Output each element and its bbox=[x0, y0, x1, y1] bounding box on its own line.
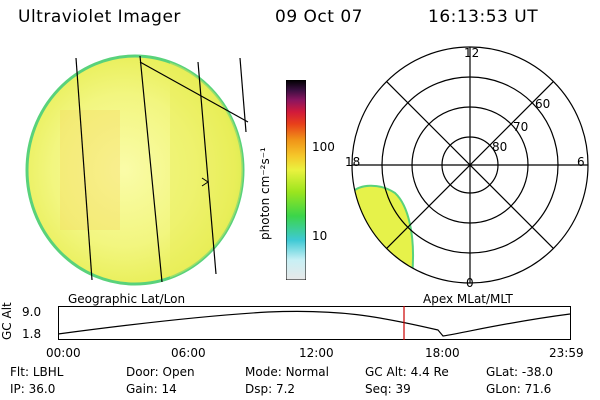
time-label: 16:13:53 UT bbox=[428, 7, 539, 27]
sub-satellite-marker bbox=[201, 177, 209, 187]
status-glat: GLat: -38.0 bbox=[486, 365, 553, 379]
timeline-ytick-bottom: 1.8 bbox=[22, 327, 42, 341]
status-mode: Mode: Normal bbox=[245, 365, 329, 379]
status-dsp: Dsp: 7.2 bbox=[245, 382, 296, 396]
geographic-image bbox=[25, 54, 249, 286]
timeline-ylabel: GC Alt bbox=[0, 302, 14, 340]
lat-label-60: 60 bbox=[535, 97, 551, 111]
apex-caption: Apex MLat/MLT bbox=[423, 292, 513, 306]
mlt-label-0: 0 bbox=[466, 276, 474, 290]
status-gc-alt: GC Alt: 4.4 Re bbox=[365, 365, 449, 379]
lon-gridlines bbox=[75, 55, 249, 283]
status-ip: IP: 36.0 bbox=[10, 382, 56, 396]
instrument-title: Ultraviolet Imager bbox=[18, 7, 181, 27]
timeline-xtick-1200: 12:00 bbox=[299, 346, 334, 360]
status-door: Door: Open bbox=[126, 365, 195, 379]
mlt-label-18: 18 bbox=[345, 155, 361, 169]
altitude-curve bbox=[58, 310, 571, 337]
date-label: 09 Oct 07 bbox=[275, 7, 363, 27]
colorbar-label: photon cm⁻²s⁻¹ bbox=[258, 147, 272, 240]
mlt-label-6: 6 bbox=[577, 155, 585, 169]
colorbar-tick-10: 10 bbox=[312, 229, 328, 243]
status-glon: GLon: 71.6 bbox=[486, 382, 552, 396]
geographic-caption: Geographic Lat/Lon bbox=[68, 292, 186, 306]
colorbar bbox=[286, 80, 306, 280]
lat-label-70: 70 bbox=[513, 120, 529, 134]
status-filter: Flt: LBHL bbox=[10, 365, 64, 379]
timeline-ytick-top: 9.0 bbox=[22, 305, 42, 319]
polar-grid bbox=[351, 46, 589, 284]
timeline-xtick-2359: 23:59 bbox=[549, 346, 584, 360]
timeline-xtick-0600: 06:00 bbox=[171, 346, 206, 360]
earth-disk bbox=[25, 54, 245, 286]
timeline-xtick-0000: 00:00 bbox=[46, 346, 81, 360]
altitude-timeline bbox=[58, 306, 571, 340]
mlt-label-12: 12 bbox=[464, 46, 480, 60]
status-seq: Seq: 39 bbox=[365, 382, 411, 396]
polar-plot bbox=[351, 46, 589, 284]
status-gain: Gain: 14 bbox=[126, 382, 177, 396]
timeline-xtick-1800: 18:00 bbox=[425, 346, 460, 360]
lat-label-80: 80 bbox=[492, 140, 508, 154]
colorbar-tick-100: 100 bbox=[312, 140, 335, 154]
